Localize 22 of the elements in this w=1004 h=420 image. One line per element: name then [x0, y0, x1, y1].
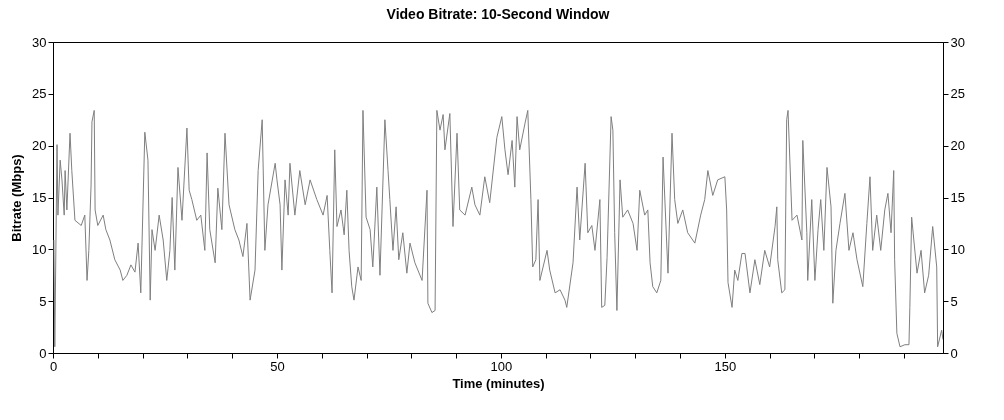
x-tick-label: 100 [490, 358, 513, 374]
y-tick-label: 10 [32, 241, 47, 257]
y-tick-label: 15 [32, 190, 47, 205]
y-tick-label: 20 [32, 138, 47, 154]
y-tick-label: 30 [32, 34, 47, 50]
y2-tick-label: 5 [950, 293, 958, 309]
y-tick-label: 0 [39, 345, 47, 361]
y-tick-label: 5 [39, 293, 47, 309]
y2-tick-label: 30 [950, 34, 965, 50]
y2-tick-label: 20 [950, 138, 965, 154]
chart-title: Video Bitrate: 10-Second Window [386, 6, 610, 22]
y-axis-title: Bitrate (Mbps) [9, 154, 25, 242]
line-series [53, 109, 943, 348]
x-axis-title: Time (minutes) [452, 375, 545, 391]
x-tick-label: 50 [270, 358, 285, 374]
y2-tick-label: 0 [950, 345, 958, 361]
y-tick-label: 25 [32, 86, 47, 102]
x-tick-label: 0 [49, 358, 58, 374]
y2-tick-label: 15 [950, 190, 965, 205]
y2-tick-label: 10 [950, 241, 965, 257]
y2-tick-label: 25 [950, 86, 965, 102]
x-tick-label: 150 [714, 358, 737, 374]
